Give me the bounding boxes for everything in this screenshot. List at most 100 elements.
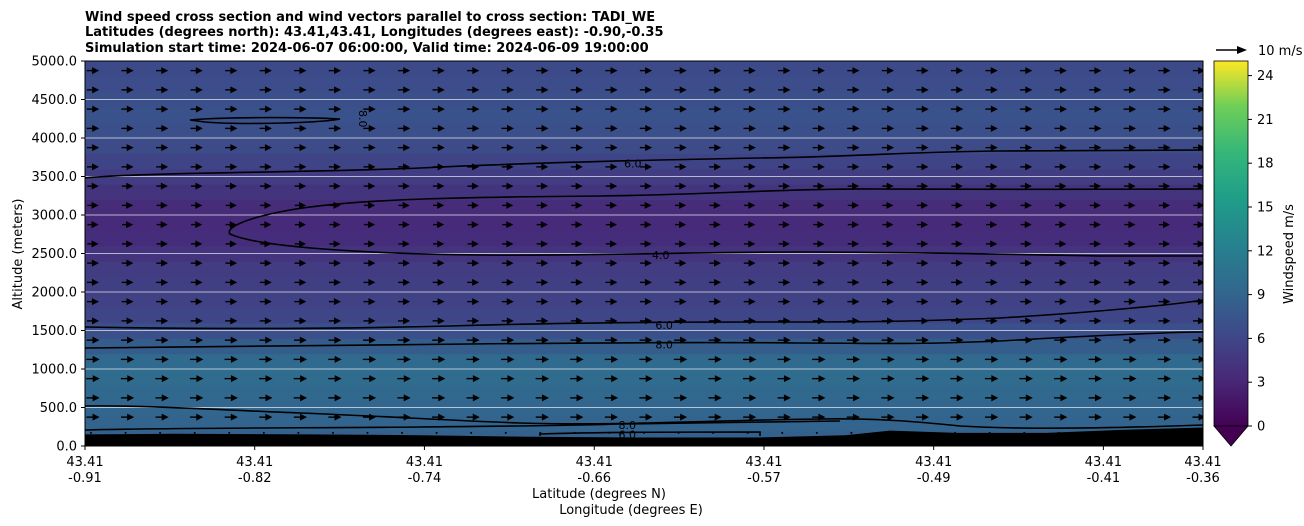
wind-vector-head <box>507 375 515 383</box>
wind-vector-head <box>956 124 964 132</box>
wind-vector <box>155 413 169 421</box>
wind-vector-head <box>472 259 480 267</box>
wind-vector-head <box>160 201 168 209</box>
wind-vector <box>847 163 860 171</box>
wind-vector <box>190 182 203 190</box>
wind-vector-dot <box>193 431 196 434</box>
wind-vector-head <box>127 375 135 383</box>
wind-vector <box>190 105 203 113</box>
wind-vector <box>328 67 342 75</box>
wind-vector-head <box>610 201 618 209</box>
wind-vector-head <box>472 67 480 75</box>
wind-vector-head <box>886 317 894 325</box>
wind-vector <box>847 201 859 209</box>
wind-vector-head <box>887 355 895 363</box>
wind-vector-dot <box>297 431 300 434</box>
wind-vector-head <box>1163 144 1171 152</box>
wind-vector-head <box>645 317 653 325</box>
wind-vector <box>674 298 687 306</box>
wind-vector-head <box>1198 394 1203 402</box>
wind-vector-head <box>853 355 861 363</box>
wind-vector-head <box>126 278 134 286</box>
wind-vector-head <box>990 221 998 229</box>
wind-vector-head <box>541 86 549 94</box>
wind-vector <box>328 163 341 171</box>
y-tick-label: 4000.0 <box>32 132 78 147</box>
wind-vector-head <box>575 317 583 325</box>
wind-vector <box>1158 278 1171 286</box>
wind-vector-head <box>92 413 100 421</box>
wind-vector <box>432 182 445 190</box>
wind-vector <box>121 105 134 113</box>
wind-vector <box>709 182 721 190</box>
wind-vector <box>743 259 756 267</box>
wind-vector <box>778 278 791 286</box>
wind-vector-head <box>887 86 895 94</box>
wind-vector-head <box>298 201 306 209</box>
wind-vector-head <box>887 336 895 344</box>
wind-vector <box>570 355 584 363</box>
wind-vector <box>329 182 341 190</box>
wind-vector-head <box>334 413 342 421</box>
wind-vector-dot <box>850 431 853 434</box>
wind-vector <box>87 278 99 286</box>
wind-vector-head <box>1094 144 1102 152</box>
wind-vector-head <box>679 144 687 152</box>
colorbar-tick-label: 18 <box>1257 157 1274 172</box>
wind-vector <box>882 182 894 190</box>
wind-vector <box>259 317 272 325</box>
wind-vector-head <box>576 336 584 344</box>
wind-vector <box>916 163 929 171</box>
wind-vector-head <box>1129 105 1137 113</box>
wind-vector <box>224 336 238 344</box>
wind-vector <box>190 298 203 306</box>
wind-vector <box>881 336 895 344</box>
wind-vector <box>1054 355 1068 363</box>
wind-vector-head <box>369 413 377 421</box>
wind-vector <box>916 278 929 286</box>
wind-vector <box>120 355 135 363</box>
wind-vector <box>1019 394 1033 402</box>
wind-vector <box>294 67 307 75</box>
wind-vector-dot <box>331 431 334 434</box>
wind-vector-head <box>817 86 825 94</box>
wind-vector <box>812 375 826 383</box>
wind-vector-head <box>403 413 411 421</box>
wind-vector <box>708 124 722 132</box>
wind-vector <box>398 182 410 190</box>
wind-vector-head <box>817 317 825 325</box>
wind-vector <box>950 86 964 94</box>
wind-vector-head <box>92 317 100 325</box>
quiver-key-arrow-head <box>1237 46 1247 54</box>
wind-vector <box>1088 336 1102 344</box>
wind-vector-head <box>644 278 652 286</box>
wind-vector <box>1158 163 1171 171</box>
wind-vector <box>467 298 480 306</box>
wind-vector <box>260 240 272 248</box>
wind-vector-head <box>679 240 687 248</box>
wind-vector-head <box>714 317 722 325</box>
wind-vector-head <box>748 182 756 190</box>
wind-vector <box>813 240 825 248</box>
wind-vector <box>1089 201 1101 209</box>
wind-vector-head <box>679 278 687 286</box>
wind-vector <box>605 163 618 171</box>
wind-vector-head <box>264 144 272 152</box>
wind-vector <box>951 240 963 248</box>
wind-vector-head <box>748 124 756 132</box>
wind-vector <box>501 336 515 344</box>
wind-vector-head <box>783 413 791 421</box>
wind-vector <box>398 298 411 306</box>
wind-vector-head <box>369 394 377 402</box>
wind-vector-head <box>1197 182 1203 190</box>
wind-vector <box>259 86 272 94</box>
wind-vector <box>1192 105 1203 113</box>
wind-vector-head <box>507 355 515 363</box>
wind-vector-head <box>299 163 307 171</box>
wind-vector <box>363 86 376 94</box>
wind-vector <box>363 144 376 152</box>
wind-vector-head <box>680 355 688 363</box>
wind-vector <box>501 144 514 152</box>
wind-vector-head <box>1197 240 1203 248</box>
wind-vector-head <box>575 163 583 171</box>
